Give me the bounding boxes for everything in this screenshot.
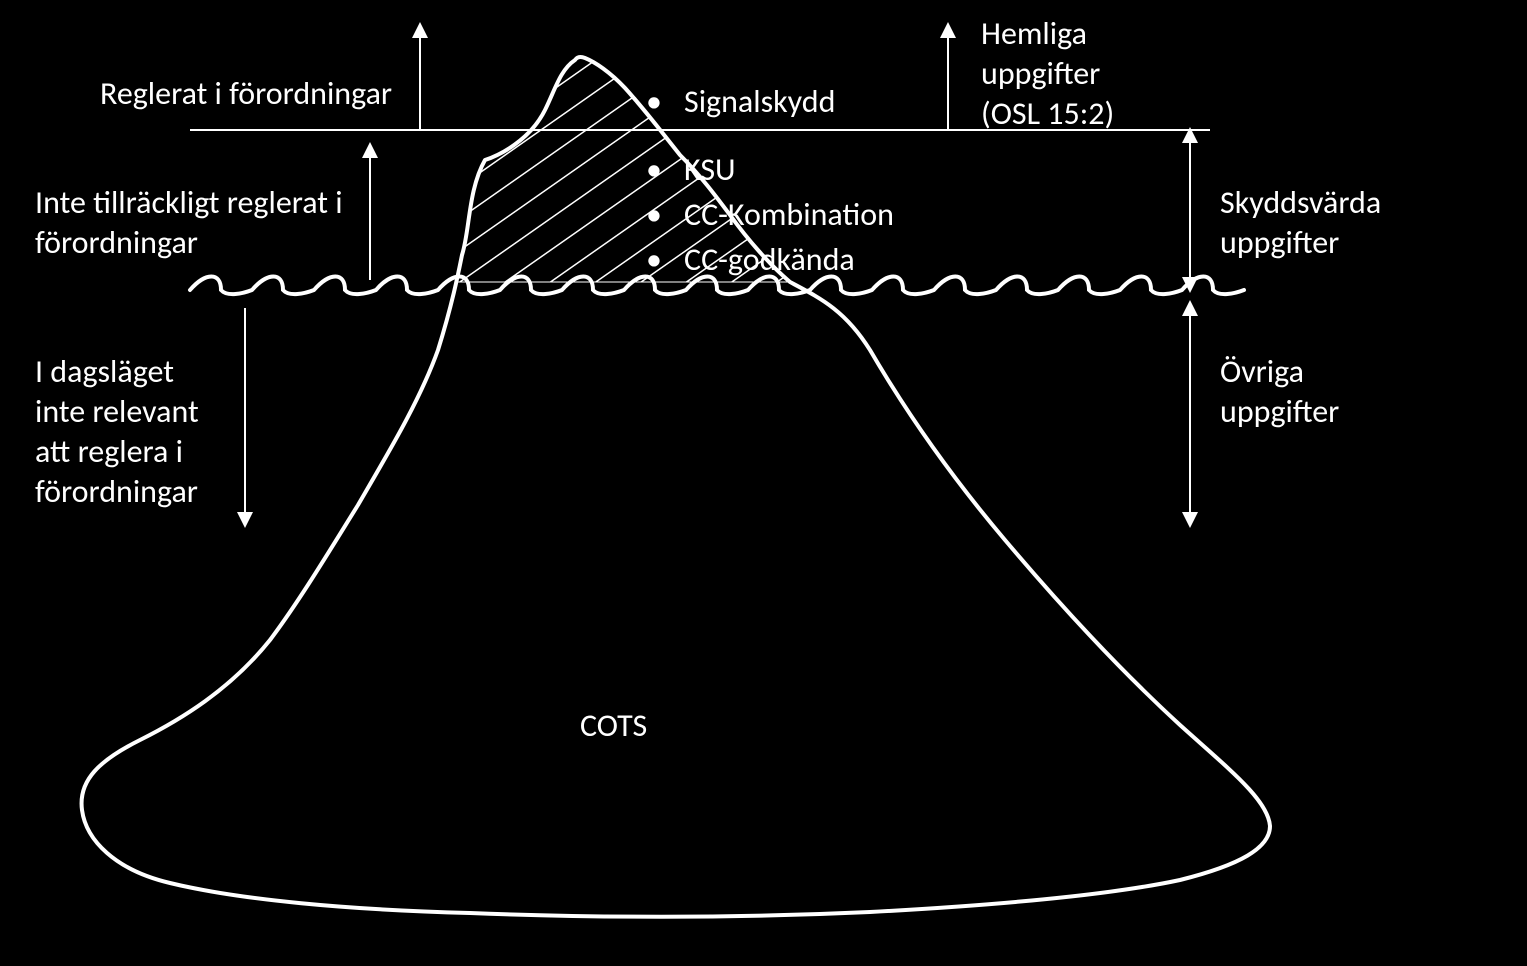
label-right-mid: Skyddsvärda uppgifter [1220, 183, 1381, 263]
label-left-top: Reglerat i förordningar [100, 74, 392, 114]
bullet-item: KSU [636, 150, 894, 189]
bullet-list-mid: KSU CC-Kombination CC-godkända [636, 150, 894, 285]
bullet-item: CC-godkända [636, 240, 894, 279]
bullet-item: CC-Kombination [636, 195, 894, 234]
label-cots: COTS [580, 706, 647, 746]
label-right-bottom: Övriga uppgifter [1220, 352, 1339, 432]
bullet-list-top: Signalskydd [636, 82, 835, 127]
label-left-mid: Inte tillräckligt reglerat i förordninga… [35, 183, 343, 263]
bullet-item: Signalskydd [636, 82, 835, 121]
label-left-bottom: I dagsläget inte relevant att reglera i … [35, 352, 199, 512]
label-right-top: Hemliga uppgifter (OSL 15:2) [981, 14, 1114, 134]
diagram-svg [0, 0, 1527, 966]
diagram-canvas: Reglerat i förordningar Inte tillräcklig… [0, 0, 1527, 966]
